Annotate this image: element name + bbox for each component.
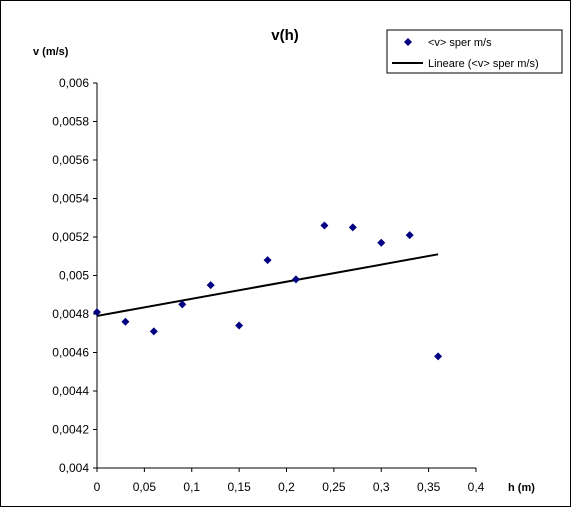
legend-diamond-marker [404, 38, 412, 46]
data-point [178, 300, 187, 309]
legend: <v> sper m/s Lineare (<v> sper m/s) [386, 29, 563, 74]
data-point [121, 317, 130, 326]
x-tick-label: 0,2 [278, 480, 295, 494]
x-ticks: 0 0,05 0,1 0,15 0,2 0,25 0,3 0,35 0,4 [94, 468, 485, 494]
trendline [96, 253, 439, 317]
trendline-layer [96, 253, 439, 317]
x-tick-label: 0,3 [373, 480, 390, 494]
data-point [149, 327, 158, 336]
x-tick-label: 0,05 [133, 480, 157, 494]
y-axis-title: v (m/s) [33, 46, 69, 58]
data-point [235, 321, 244, 330]
legend-label-scatter: <v> sper m/s [428, 37, 492, 49]
data-point [405, 231, 414, 240]
y-tick-label: 0,0058 [52, 115, 89, 129]
points-layer [93, 221, 443, 361]
legend-box [386, 29, 563, 74]
y-tick-label: 0,0044 [52, 384, 89, 398]
data-point [320, 221, 329, 230]
data-point [93, 308, 101, 317]
x-tick-label: 0,35 [417, 480, 441, 494]
y-tick-label: 0,0048 [52, 307, 89, 321]
y-tick-label: 0,006 [59, 76, 89, 90]
data-point [348, 223, 357, 232]
legend-label-trendline: Lineare (<v> sper m/s) [428, 58, 539, 70]
y-ticks: 0,004 0,0042 0,0044 0,0046 0,0048 0,005 0,0052… [52, 76, 97, 475]
y-tick-label: 0,005 [59, 269, 89, 283]
data-point [206, 281, 215, 290]
y-tick-label: 0,0054 [52, 192, 89, 206]
y-tick-label: 0,0042 [52, 423, 89, 437]
data-point [377, 238, 386, 247]
chart-title: v(h) [271, 27, 299, 44]
data-point [263, 256, 272, 265]
x-tick-label: 0,1 [183, 480, 200, 494]
x-tick-label: 0 [94, 480, 101, 494]
y-tick-label: 0,0052 [52, 230, 89, 244]
y-tick-label: 0,004 [59, 461, 89, 475]
x-tick-label: 0,25 [322, 480, 346, 494]
y-tick-label: 0,0046 [52, 346, 89, 360]
x-tick-label: 0,4 [468, 480, 485, 494]
data-point [434, 352, 443, 361]
y-tick-label: 0,0056 [52, 153, 89, 167]
x-axis-title: h (m) [508, 482, 535, 494]
x-tick-label: 0,15 [227, 480, 251, 494]
data-point [291, 275, 300, 284]
